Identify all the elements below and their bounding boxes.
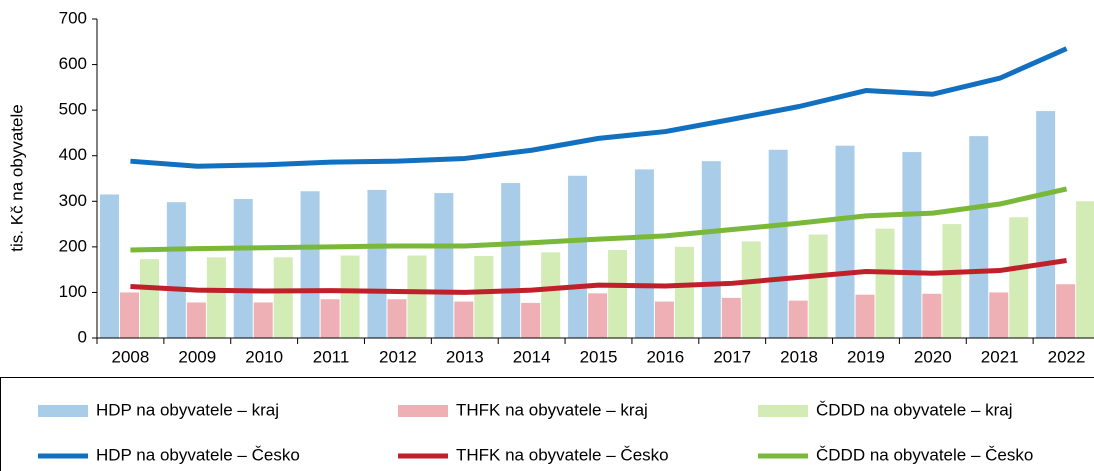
bar — [320, 299, 340, 338]
y-tick-label: 700 — [59, 8, 87, 27]
line — [130, 258, 1067, 295]
bar — [1056, 284, 1076, 338]
x-tick-label: 2016 — [646, 347, 684, 366]
bar — [588, 293, 608, 338]
y-tick-label: 300 — [59, 191, 87, 210]
bar — [521, 302, 541, 338]
bar — [300, 191, 320, 338]
bar — [922, 293, 942, 338]
legend-label: THFK na obyvatele – Česko — [456, 445, 669, 464]
bar — [902, 152, 922, 338]
x-tick-label: 2011 — [313, 347, 350, 366]
legend-swatch — [758, 405, 808, 417]
legend-box — [0, 377, 1094, 471]
bar — [855, 294, 875, 338]
y-tick-label: 400 — [59, 145, 87, 164]
bar — [387, 299, 407, 338]
legend-label: HDP na obyvatele – Česko — [96, 445, 300, 464]
legend-label: THFK na obyvatele – kraj — [456, 400, 648, 419]
bar — [608, 250, 628, 338]
bar — [233, 199, 253, 338]
bar — [1009, 217, 1029, 338]
bar — [1076, 201, 1094, 338]
bar — [989, 292, 1009, 338]
bar — [768, 149, 788, 338]
line — [130, 186, 1068, 253]
x-tick-label: 2010 — [245, 347, 283, 366]
bar — [721, 297, 741, 338]
bar — [454, 301, 474, 338]
x-tick-label: 2019 — [847, 347, 885, 366]
x-tick-label: 2014 — [513, 347, 551, 366]
y-tick-label: 500 — [59, 100, 87, 119]
bar — [501, 183, 521, 338]
x-tick-label: 2022 — [1048, 347, 1086, 366]
legend-label: ČDDD na obyvatele – kraj — [816, 400, 1013, 419]
bar — [1036, 111, 1056, 338]
y-axis-label: tis. Kč na obyvatele — [7, 104, 26, 251]
x-tick-label: 2018 — [780, 347, 818, 366]
bar — [634, 169, 654, 338]
bar — [969, 136, 989, 338]
bar — [340, 255, 360, 338]
bar — [166, 202, 186, 338]
bar — [100, 194, 119, 338]
bar — [206, 257, 226, 338]
y-tick-label: 0 — [78, 327, 87, 346]
x-tick-label: 2015 — [580, 347, 618, 366]
bar — [120, 292, 139, 338]
x-tick-label: 2017 — [713, 347, 751, 366]
bar — [434, 193, 454, 338]
legend-swatch — [38, 405, 88, 417]
bar — [942, 224, 962, 338]
legend-label: HDP na obyvatele – kraj — [96, 400, 279, 419]
bar — [568, 175, 588, 338]
legend-label: ČDDD na obyvatele – Česko — [816, 445, 1033, 464]
x-tick-label: 2012 — [379, 347, 417, 366]
bar — [407, 255, 427, 338]
legend-swatch — [398, 405, 448, 417]
bar — [273, 257, 293, 338]
bar — [701, 161, 721, 338]
x-tick-label: 2008 — [112, 347, 150, 366]
y-tick-label: 200 — [59, 236, 87, 255]
bar — [367, 189, 387, 338]
bar — [186, 302, 206, 338]
bar — [808, 234, 828, 338]
y-tick-label: 600 — [59, 54, 87, 73]
x-tick-label: 2009 — [178, 347, 216, 366]
bar — [140, 259, 159, 338]
bar — [835, 145, 855, 338]
y-tick-label: 100 — [59, 282, 87, 301]
x-tick-label: 2020 — [914, 347, 952, 366]
line — [130, 46, 1068, 169]
bar — [541, 252, 561, 338]
bar — [654, 301, 674, 338]
bar — [674, 246, 694, 338]
x-tick-label: 2021 — [981, 347, 1019, 366]
bar — [741, 241, 761, 338]
bar — [875, 228, 895, 338]
bar — [474, 255, 494, 338]
x-tick-label: 2013 — [446, 347, 484, 366]
bar — [253, 302, 273, 338]
bar — [788, 300, 808, 338]
